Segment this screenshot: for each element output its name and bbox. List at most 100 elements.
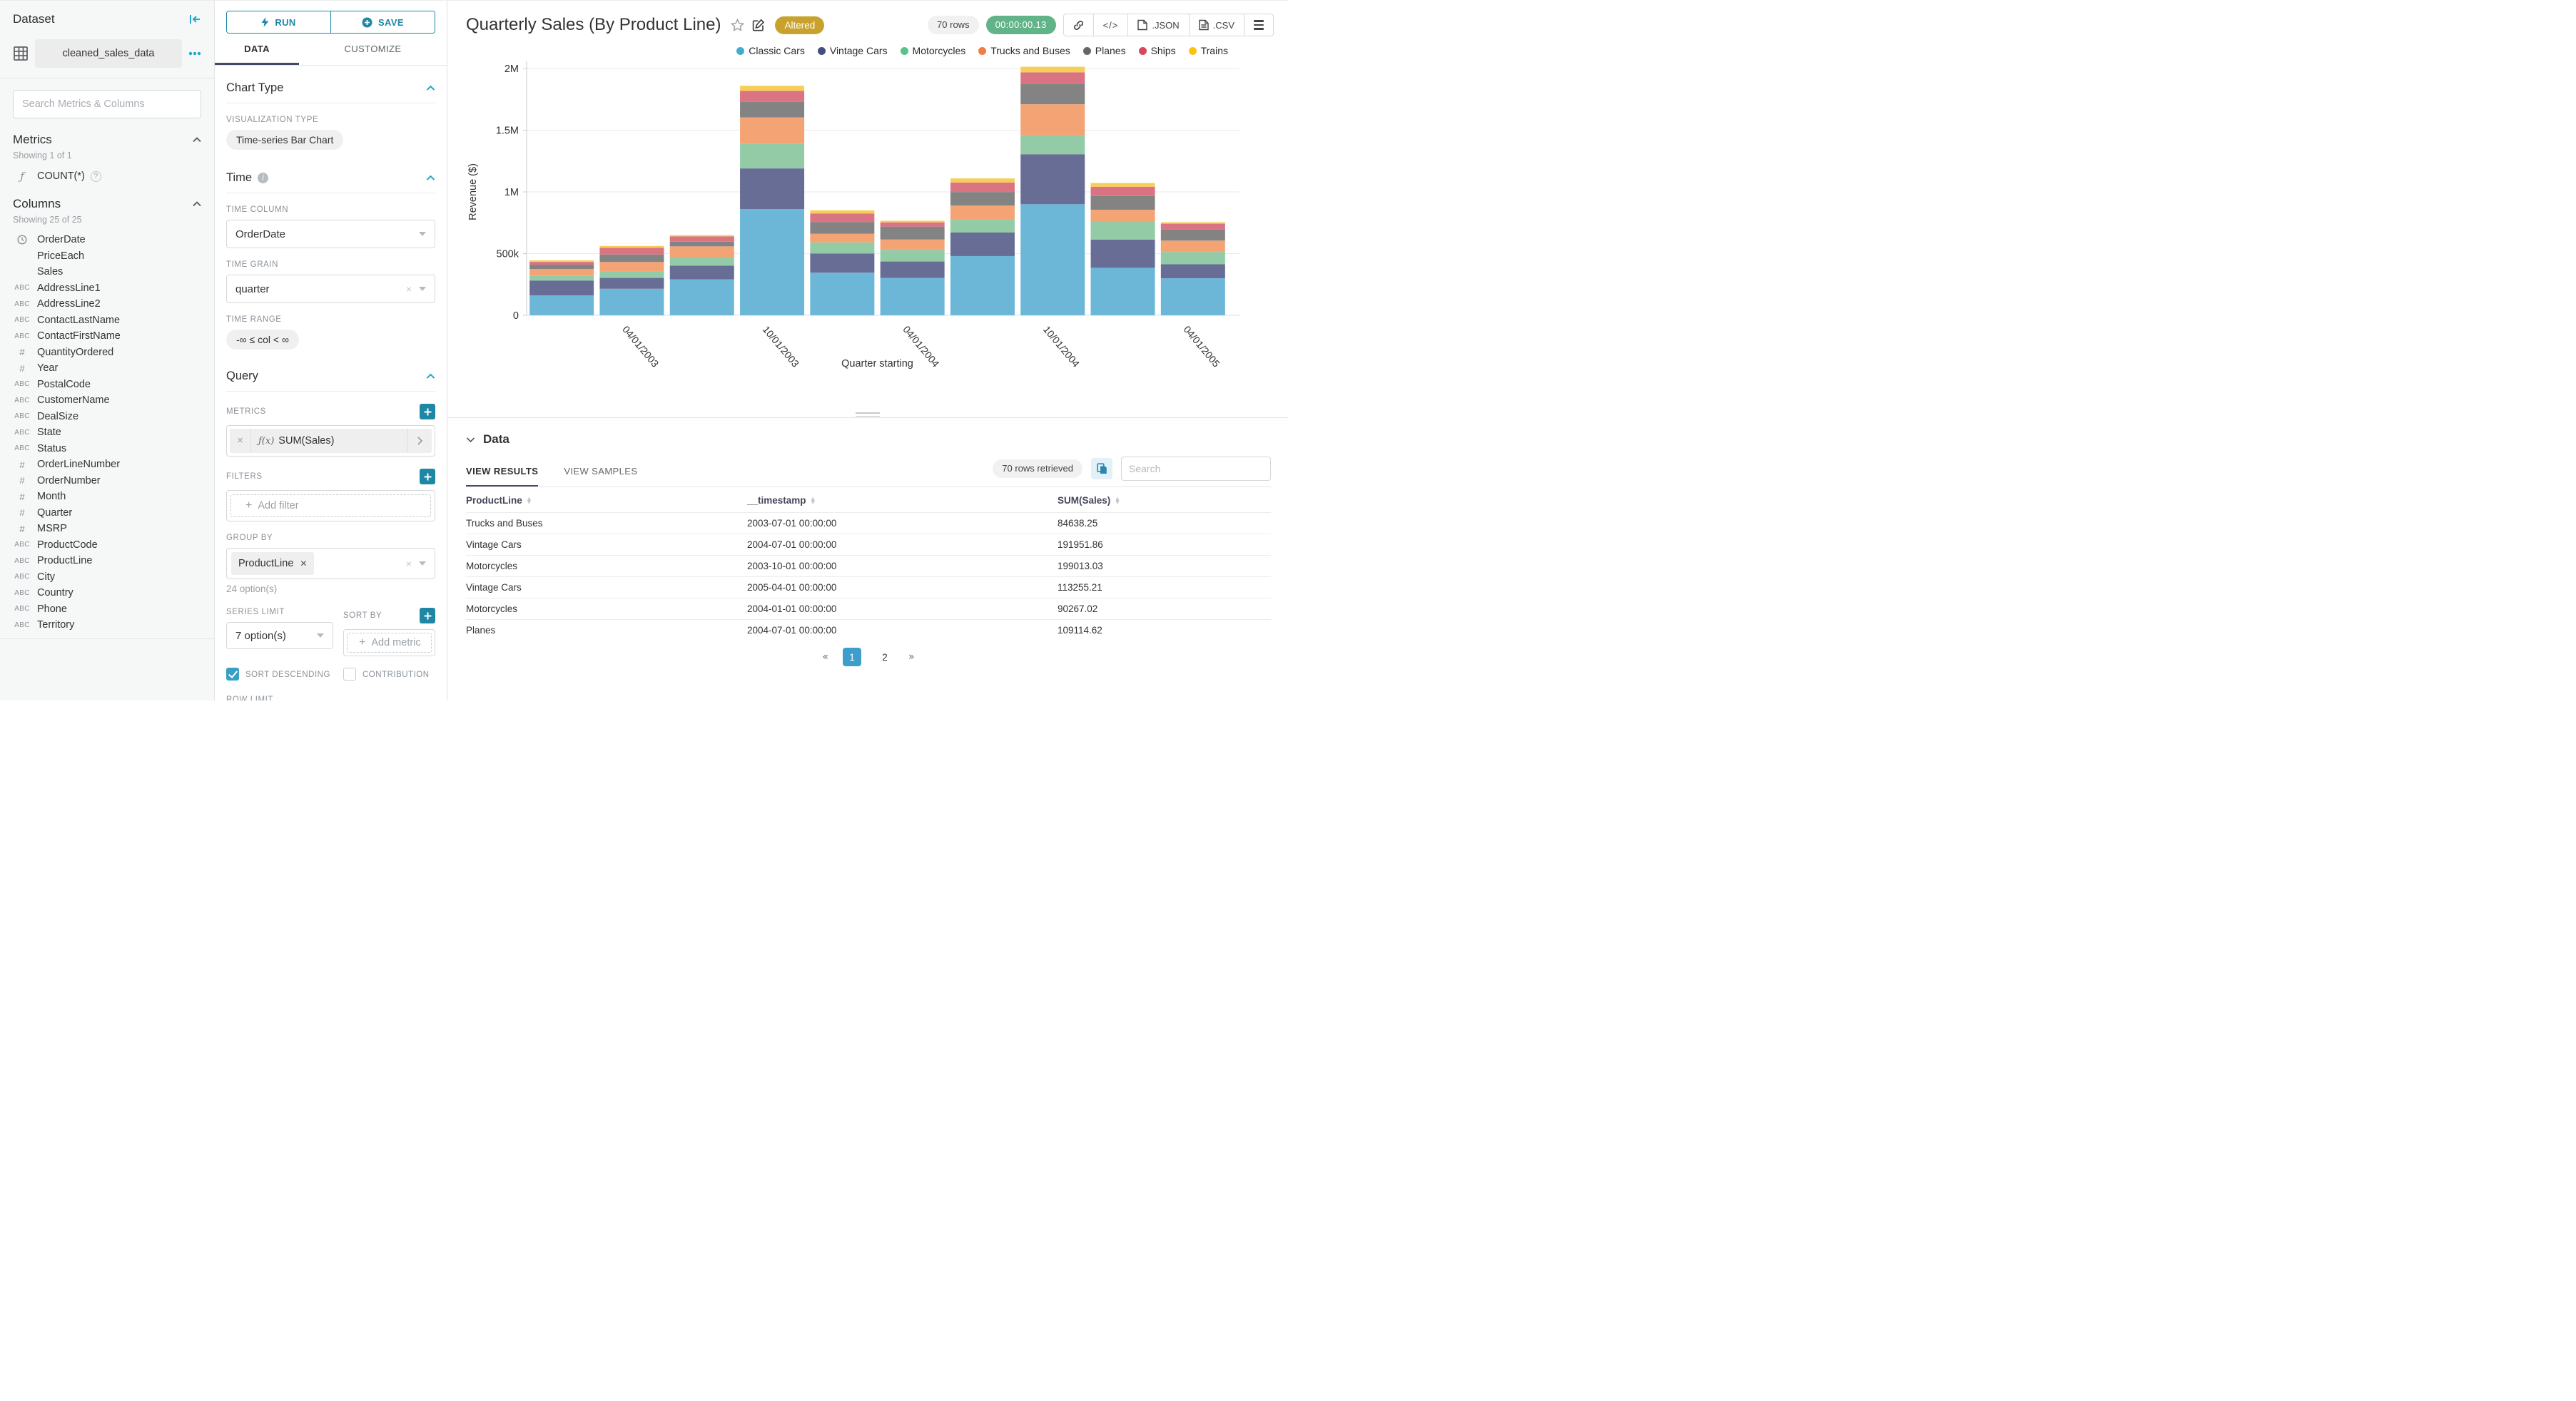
bar-segment[interactable] [599,288,664,315]
bar-segment[interactable] [669,256,734,266]
bar-segment[interactable] [1020,135,1085,155]
bar-segment[interactable] [529,280,594,295]
bar-segment[interactable] [950,255,1015,315]
dataset-more-icon[interactable] [188,51,201,56]
tab-view-samples[interactable]: VIEW SAMPLES [564,466,638,477]
search-metrics-columns-input[interactable] [13,90,201,118]
column-item[interactable]: OrderDate [13,232,201,248]
column-item[interactable]: # QuantityOrdered [13,345,201,361]
column-item[interactable]: Sales [13,264,201,280]
chevron-up-icon[interactable] [426,85,435,91]
legend-item[interactable]: Planes [1082,45,1126,56]
bar-segment[interactable] [810,222,875,234]
copy-link-button[interactable] [1064,14,1093,36]
bar-segment[interactable] [740,86,805,91]
add-sort-metric-button[interactable] [420,608,435,623]
bar-segment[interactable] [950,205,1015,220]
group-by-chip[interactable]: ProductLine ✕ [231,552,315,575]
bar-segment[interactable] [599,254,664,263]
legend-item[interactable]: Trucks and Buses [978,45,1070,56]
series-limit-select[interactable]: 7 option(s) [226,622,333,649]
bar-segment[interactable] [880,226,945,240]
export-csv-button[interactable]: .CSV [1188,14,1244,36]
bar-segment[interactable] [599,248,664,255]
bar-segment[interactable] [950,232,1015,256]
bar-segment[interactable] [880,250,945,262]
column-item[interactable]: ABC ProductLine [13,553,201,569]
column-item[interactable]: # OrderLineNumber [13,457,201,473]
bar-segment[interactable] [529,262,594,265]
bar-segment[interactable] [1020,72,1085,84]
bar-segment[interactable] [950,192,1015,206]
bar-segment[interactable] [529,269,594,276]
tab-customize[interactable]: CUSTOMIZE [344,44,402,54]
menu-button[interactable] [1244,14,1273,36]
save-button[interactable]: SAVE [330,11,435,33]
bar-segment[interactable] [1160,229,1225,241]
dataset-name[interactable]: cleaned_sales_data [35,39,182,68]
bar-segment[interactable] [1090,210,1155,222]
altered-badge[interactable]: Altered [775,16,825,34]
column-item[interactable]: # MSRP [13,521,201,537]
collapse-sidebar-icon[interactable] [188,14,201,25]
bar-segment[interactable] [1020,104,1085,136]
add-sort-metric-dropzone[interactable]: + Add metric [347,633,432,653]
embed-code-button[interactable]: </> [1092,14,1128,36]
column-item[interactable]: ABC ContactFirstName [13,328,201,345]
column-item[interactable]: ABC PostalCode [13,377,201,393]
add-filter-button[interactable] [420,469,435,484]
chevron-up-icon[interactable] [426,373,435,379]
bar-segment[interactable] [1020,83,1085,105]
table-column-header[interactable]: __timestamp ▲ ▼ [747,495,1058,506]
bar-segment[interactable] [740,117,805,144]
legend-item[interactable]: Vintage Cars [817,45,888,56]
column-item[interactable]: ABC AddressLine1 [13,280,201,297]
edit-title-icon[interactable] [752,19,765,31]
legend-item[interactable]: Trains [1188,45,1228,56]
visualization-type-value[interactable]: Time-series Bar Chart [226,130,344,150]
bar-segment[interactable] [1160,222,1225,224]
bar-segment[interactable] [1160,223,1225,230]
column-item[interactable]: ABC Phone [13,601,201,618]
column-item[interactable]: ABC CustomerName [13,392,201,409]
run-button[interactable]: RUN [227,11,330,33]
column-item[interactable]: # Month [13,489,201,505]
column-item[interactable]: PriceEach [13,248,201,265]
bar-segment[interactable] [529,295,594,315]
bar-segment[interactable] [880,261,945,278]
bar-segment[interactable] [880,239,945,250]
remove-chip-icon[interactable]: ✕ [300,559,308,569]
legend-item[interactable]: Classic Cars [736,45,805,56]
column-item[interactable]: ABC AddressLine2 [13,296,201,312]
column-item[interactable]: ABC DealSize [13,409,201,425]
tab-data[interactable]: DATA [215,44,299,65]
bar-segment[interactable] [880,222,945,227]
bar-segment[interactable] [599,245,664,248]
clear-icon[interactable]: × [405,558,412,569]
bar-segment[interactable] [1090,195,1155,210]
bar-segment[interactable] [529,265,594,270]
column-item[interactable]: # OrderNumber [13,473,201,489]
bar-segment[interactable] [529,260,594,263]
bar-segment[interactable] [810,272,875,315]
bar-segment[interactable] [740,143,805,169]
bar-segment[interactable] [810,213,875,223]
bar-segment[interactable] [950,219,1015,233]
chevron-up-icon[interactable] [193,137,201,143]
favorite-star-icon[interactable] [731,19,745,31]
tab-view-results[interactable]: VIEW RESULTS [466,466,539,486]
page-button-2[interactable]: 2 [882,651,888,663]
legend-item[interactable]: Motorcycles [900,45,965,56]
bar-segment[interactable] [810,210,875,214]
bar-segment[interactable] [1160,264,1225,279]
bar-segment[interactable] [810,253,875,273]
table-column-header[interactable]: ProductLine ▲ ▼ [466,495,747,506]
time-range-value[interactable]: -∞ ≤ col < ∞ [226,330,299,350]
column-item[interactable]: ABC State [13,424,201,441]
table-search-input[interactable] [1121,457,1271,481]
bar-segment[interactable] [1160,240,1225,253]
bar-segment[interactable] [810,242,875,254]
bar-segment[interactable] [1090,239,1155,268]
bar-segment[interactable] [1020,204,1085,315]
add-filter-dropzone[interactable]: + Add filter [230,494,431,517]
